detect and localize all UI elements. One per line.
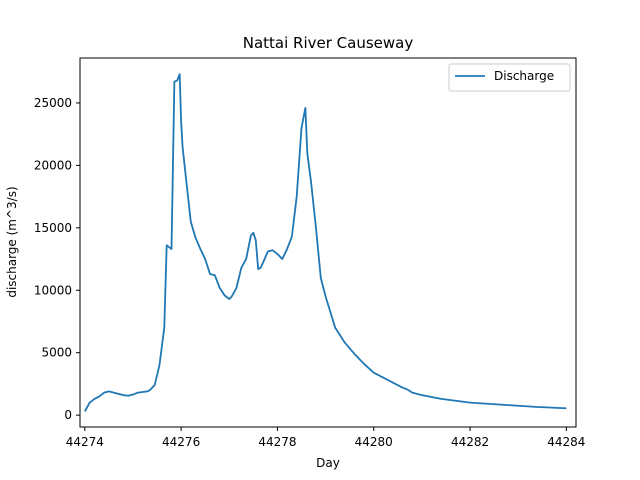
- y-tick-label: 25000: [34, 96, 72, 110]
- y-axis-ticks: 0 5000 10000 15000 20000 25000: [34, 96, 80, 422]
- y-tick-label: 0: [64, 408, 72, 422]
- chart-title: Nattai River Causeway: [243, 34, 414, 52]
- legend-box: [448, 63, 571, 92]
- y-tick-label: 20000: [34, 158, 72, 172]
- series-line-discharge: [84, 73, 567, 412]
- x-axis-ticks: 44274 44276 44278 44280 44282 44284: [66, 427, 585, 449]
- x-tick-label: 44274: [66, 435, 104, 449]
- y-tick-label: 15000: [34, 221, 72, 235]
- x-tick-label: 44282: [451, 435, 489, 449]
- legend: Discharge: [448, 63, 571, 92]
- x-tick-label: 44284: [547, 435, 585, 449]
- y-axis-label: discharge (m^3/s): [5, 186, 19, 297]
- x-tick-label: 44280: [355, 435, 393, 449]
- y-tick-label: 10000: [34, 283, 72, 297]
- y-tick-label: 5000: [41, 346, 72, 360]
- legend-label-discharge: Discharge: [494, 69, 554, 83]
- plot-frame: [79, 57, 577, 428]
- x-axis-label: Day: [316, 456, 340, 470]
- series-layer: [84, 73, 567, 412]
- x-tick-label: 44278: [258, 435, 296, 449]
- plot-area: [79, 57, 577, 428]
- x-tick-label: 44276: [162, 435, 200, 449]
